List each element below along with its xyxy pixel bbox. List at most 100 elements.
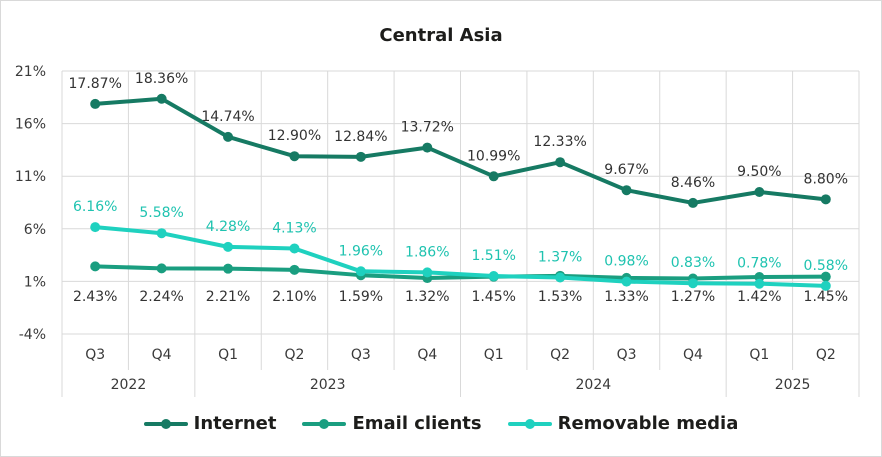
data-point (754, 186, 765, 197)
x-tick-label: Q3 (617, 347, 637, 363)
year-label: 2022 (111, 377, 147, 393)
data-label: 12.84% (334, 129, 387, 145)
legend-item-email-clients[interactable]: Email clients (302, 413, 482, 434)
x-tick-label: Q1 (749, 347, 769, 363)
x-tick-label: Q1 (218, 347, 238, 363)
data-point (621, 185, 632, 196)
legend-swatch-email-clients (302, 417, 347, 431)
data-label: 9.50% (737, 164, 781, 180)
x-tick-label: Q4 (152, 347, 172, 363)
chart-title: Central Asia (379, 25, 503, 46)
data-point (621, 276, 632, 287)
data-point (90, 98, 101, 109)
data-label: 13.72% (401, 120, 454, 136)
y-axis: 21% 16% 11% 6% 1% -4% (15, 64, 46, 343)
data-label: 12.33% (533, 134, 586, 150)
y-tick-label: 21% (15, 64, 46, 80)
data-point (355, 151, 366, 162)
series-line-internet (93, 96, 828, 205)
data-point (687, 278, 698, 289)
data-point (488, 171, 499, 182)
data-label: 2.21% (206, 289, 250, 305)
data-label: 1.27% (671, 289, 715, 305)
legend: Internet Email clients Removable media (1, 413, 881, 434)
data-label: 1.53% (538, 289, 582, 305)
data-point (90, 222, 101, 233)
data-point (355, 266, 366, 277)
data-label: 2.43% (73, 289, 117, 305)
data-label: 5.58% (139, 205, 183, 221)
x-tick-label: Q2 (550, 347, 570, 363)
data-label: 1.45% (471, 289, 515, 305)
data-point (223, 241, 234, 252)
x-tick-label: Q3 (351, 347, 371, 363)
y-tick-label: 1% (24, 274, 46, 290)
data-point (687, 197, 698, 208)
data-point (156, 263, 167, 274)
data-label: 2.24% (139, 289, 183, 305)
x-tick-label: Q1 (484, 347, 504, 363)
data-label: 10.99% (467, 148, 520, 164)
data-point (289, 151, 300, 162)
data-label: 1.45% (804, 289, 848, 305)
legend-swatch-internet (143, 417, 188, 431)
data-point (289, 243, 300, 254)
data-label: 1.51% (471, 248, 515, 264)
data-point (90, 261, 101, 272)
data-point (555, 272, 566, 283)
gridlines (61, 70, 860, 335)
legend-label-removable-media: Removable media (557, 413, 739, 434)
data-point (422, 267, 433, 278)
line-chart: 21% 16% 11% 6% 1% -4% Q3 Q4 Q1 Q2 Q3 Q4 Q1 Q2 Q3 Q4 Q1 Q… (15, 64, 860, 397)
data-point (156, 93, 167, 104)
data-label: 1.59% (339, 289, 383, 305)
data-label: 8.46% (671, 175, 715, 191)
data-point (820, 194, 831, 205)
data-point (820, 280, 831, 291)
data-label: 2.10% (272, 289, 316, 305)
year-label: 2025 (775, 377, 811, 393)
data-label: 1.42% (737, 289, 781, 305)
data-point (156, 228, 167, 239)
data-label: 4.13% (272, 220, 316, 236)
data-point (555, 157, 566, 168)
data-point (820, 271, 831, 282)
y-tick-label: -4% (19, 327, 46, 343)
data-label: 1.33% (604, 289, 648, 305)
legend-item-internet[interactable]: Internet (143, 413, 277, 434)
data-point (488, 271, 499, 282)
x-tick-label: Q3 (85, 347, 105, 363)
x-tick-label: Q2 (816, 347, 836, 363)
y-tick-label: 6% (24, 222, 46, 238)
data-point (289, 264, 300, 275)
data-label: 4.28% (206, 219, 250, 235)
data-label: 17.87% (69, 76, 122, 92)
series-lines (90, 93, 831, 291)
data-label: 0.58% (804, 258, 848, 274)
y-tick-label: 11% (15, 169, 46, 185)
data-point (223, 131, 234, 142)
year-label: 2023 (310, 377, 346, 393)
legend-swatch-removable-media (507, 417, 552, 431)
data-label: 1.32% (405, 289, 449, 305)
x-tick-label: Q2 (284, 347, 304, 363)
series-line-removable-media (93, 225, 828, 288)
data-label: 0.83% (671, 255, 715, 271)
data-label: 9.67% (604, 162, 648, 178)
series-line-email-clients (93, 264, 828, 281)
data-label: 6.16% (73, 199, 117, 215)
x-tick-label: Q4 (417, 347, 437, 363)
data-label: 1.96% (339, 243, 383, 259)
data-label: 12.90% (268, 128, 321, 144)
data-label: 14.74% (201, 109, 254, 125)
data-labels: 17.87% 18.36% 14.74% 12.90% 12.84% 13.72% 10.9… (69, 71, 849, 305)
legend-label-internet: Internet (193, 413, 277, 434)
data-label: 8.80% (804, 171, 848, 187)
y-tick-label: 16% (15, 117, 46, 133)
x-tick-label: Q4 (683, 347, 703, 363)
legend-item-removable-media[interactable]: Removable media (507, 413, 739, 434)
data-label: 1.86% (405, 244, 449, 260)
data-label: 0.98% (604, 254, 648, 270)
year-label: 2024 (576, 377, 612, 393)
